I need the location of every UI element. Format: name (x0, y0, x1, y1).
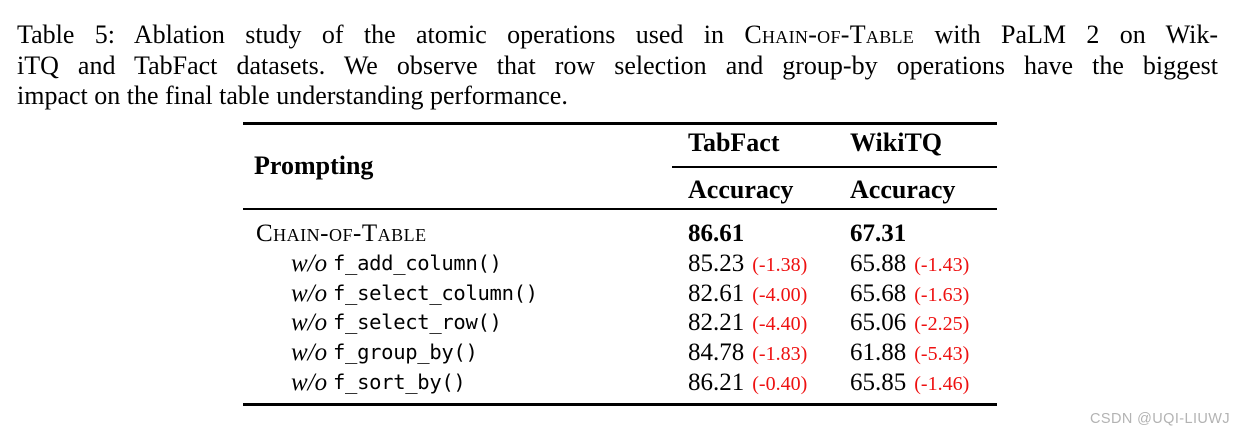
method-name: Chain-of-Table (256, 220, 427, 247)
wikitq-accuracy-cell: 65.85 (-1.46) (850, 368, 969, 400)
column-header-wikitq: WikiTQ (850, 128, 943, 157)
table-row: w/o f_select_row() 82.21 (-4.40) 65.06 (-2.25… (243, 308, 997, 338)
caption-text: iTQ and TabFact datasets. We observe tha… (17, 50, 1218, 80)
tabfact-accuracy-cell: 82.61 (-4.00) (688, 279, 850, 311)
prompting-cell: w/o f_add_column() (243, 249, 688, 279)
wikitq-accuracy-cell: 65.88 (-1.43) (850, 249, 969, 281)
wo-label: w/o (291, 249, 328, 277)
caption-line: Table 5: Ablation study of the atomic op… (17, 20, 1218, 51)
table-row: w/o f_add_column() 85.23 (-1.38) 65.88 (-1.43… (243, 249, 997, 279)
caption-text: with PaLM 2 on Wik- (914, 20, 1218, 49)
accuracy-delta: (-1.63) (914, 283, 970, 306)
subheader-accuracy-wikitq: Accuracy (850, 175, 956, 204)
wo-label: w/o (291, 279, 328, 307)
tabfact-accuracy-cell: 82.21 (-4.40) (688, 308, 850, 340)
table-body: Chain-of-Table 86.61 67.31 w/o f_add_column(… (243, 210, 997, 403)
column-header-tabfact: TabFact (688, 128, 780, 157)
accuracy-delta: (-1.46) (914, 372, 970, 395)
table-top-rule (243, 122, 997, 125)
table-row: w/o f_select_column() 82.61 (-4.00) 65.68 (-1… (243, 279, 997, 309)
caption-text: impact on the final table understanding … (17, 81, 568, 110)
accuracy-value: 67.31 (850, 220, 907, 247)
tabfact-accuracy-cell: 86.61 (688, 219, 850, 249)
accuracy-delta: (-4.40) (752, 313, 808, 336)
tabfact-accuracy-cell: 86.21 (-0.40) (688, 368, 850, 400)
operation-name: f_select_row() (333, 310, 502, 335)
table-row: Chain-of-Table 86.61 67.31 (243, 219, 997, 249)
prompting-cell: w/o f_group_by() (243, 338, 688, 368)
accuracy-delta: (-1.38) (752, 253, 808, 276)
table-bottom-rule (243, 402, 997, 406)
accuracy-delta: (-1.43) (914, 253, 970, 276)
table-row: w/o f_group_by() 84.78 (-1.83) 61.88 (-5.43) (243, 338, 997, 368)
csdn-watermark: CSDN @UQI-LIUWJ (1090, 411, 1230, 427)
wo-label: w/o (291, 309, 328, 337)
wo-label: w/o (291, 339, 328, 367)
tabfact-accuracy-cell: 85.23 (-1.38) (688, 249, 850, 281)
wo-label: w/o (291, 368, 328, 396)
caption-line: iTQ and TabFact datasets. We observe tha… (17, 51, 1218, 82)
table-caption: Table 5: Ablation study of the atomic op… (17, 20, 1218, 112)
accuracy-value: 82.61 (688, 279, 745, 307)
prompting-cell: w/o f_sort_by() (243, 368, 688, 398)
accuracy-delta: (-4.00) (752, 283, 808, 306)
accuracy-value: 85.23 (688, 249, 745, 277)
accuracy-value: 65.85 (850, 368, 907, 396)
operation-name: f_sort_by() (333, 369, 466, 394)
prompting-cell: Chain-of-Table (243, 219, 688, 249)
prompting-cell: w/o f_select_column() (243, 279, 688, 309)
table-header: Prompting TabFact WikiTQ Accuracy Accura… (243, 125, 997, 208)
caption-text: Table 5: Ablation study of the atomic op… (17, 20, 745, 49)
accuracy-value: 86.21 (688, 368, 745, 396)
header-cmidrule (672, 166, 997, 168)
accuracy-value: 65.06 (850, 309, 907, 337)
subheader-accuracy-tabfact: Accuracy (688, 175, 794, 204)
table-mid-rule (243, 207, 997, 210)
accuracy-delta: (-1.83) (752, 343, 808, 366)
column-header-prompting: Prompting (254, 151, 374, 180)
accuracy-value: 84.78 (688, 339, 745, 367)
wikitq-accuracy-cell: 67.31 (850, 219, 906, 249)
accuracy-value: 65.88 (850, 249, 907, 277)
accuracy-delta: (-0.40) (752, 372, 808, 395)
wikitq-accuracy-cell: 65.68 (-1.63) (850, 279, 969, 311)
caption-text: Chain-of-Table (744, 20, 915, 49)
ablation-table: Prompting TabFact WikiTQ Accuracy Accura… (243, 122, 997, 406)
wikitq-accuracy-cell: 65.06 (-2.25) (850, 308, 969, 340)
table-row: w/o f_sort_by() 86.21 (-0.40) 65.85 (-1.46) (243, 368, 997, 398)
operation-name: f_group_by() (333, 340, 478, 365)
caption-line: impact on the final table understanding … (17, 81, 1218, 112)
accuracy-delta: (-2.25) (914, 313, 970, 336)
accuracy-value: 61.88 (850, 339, 907, 367)
accuracy-value: 82.21 (688, 309, 745, 337)
operation-name: f_select_column() (333, 280, 538, 305)
accuracy-delta: (-5.43) (914, 343, 970, 366)
tabfact-accuracy-cell: 84.78 (-1.83) (688, 338, 850, 370)
accuracy-value: 86.61 (688, 220, 745, 247)
accuracy-value: 65.68 (850, 279, 907, 307)
wikitq-accuracy-cell: 61.88 (-5.43) (850, 338, 969, 370)
operation-name: f_add_column() (333, 250, 502, 275)
prompting-cell: w/o f_select_row() (243, 308, 688, 338)
